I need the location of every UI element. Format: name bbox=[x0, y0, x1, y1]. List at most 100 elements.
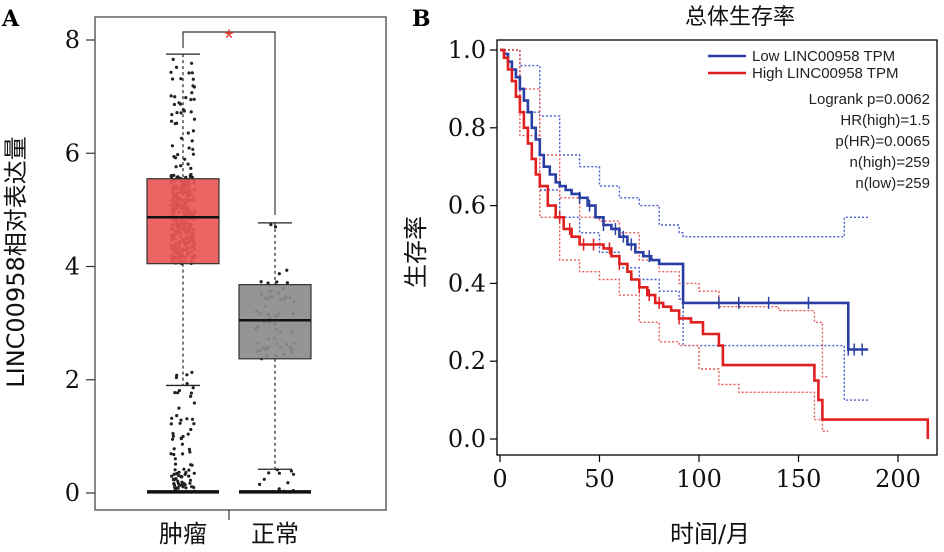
stat-line: n(low)=259 bbox=[855, 175, 930, 192]
data-point bbox=[187, 474, 191, 478]
data-point bbox=[177, 389, 181, 393]
data-point bbox=[184, 96, 188, 100]
data-point bbox=[191, 77, 195, 81]
data-point bbox=[171, 57, 175, 62]
significance-bracket: * bbox=[182, 25, 276, 215]
data-point bbox=[185, 373, 189, 377]
data-point bbox=[188, 174, 192, 178]
data-point bbox=[175, 111, 179, 115]
data-point bbox=[172, 477, 176, 481]
data-point bbox=[189, 166, 193, 170]
data-point bbox=[190, 61, 194, 65]
data-point bbox=[174, 65, 179, 69]
data-point bbox=[180, 442, 184, 446]
y-tick-label: 0.8 bbox=[448, 114, 486, 142]
data-point bbox=[183, 157, 187, 161]
significance-star: * bbox=[224, 25, 233, 52]
data-point bbox=[169, 70, 173, 74]
data-point bbox=[173, 457, 177, 461]
data-point bbox=[190, 463, 194, 467]
y-tick-label: 8 bbox=[65, 26, 80, 54]
data-point bbox=[177, 406, 181, 410]
box-normal bbox=[238, 284, 312, 360]
legend-label: Low LINC00958 TPM bbox=[752, 48, 895, 65]
data-point bbox=[179, 418, 183, 422]
data-point bbox=[191, 386, 195, 390]
data-point bbox=[189, 427, 193, 432]
data-point bbox=[269, 223, 273, 227]
data-point bbox=[191, 84, 195, 88]
data-point bbox=[169, 422, 173, 426]
data-point bbox=[179, 77, 183, 81]
data-point bbox=[190, 91, 194, 95]
data-point bbox=[189, 110, 193, 114]
data-point bbox=[175, 414, 179, 418]
data-point bbox=[186, 162, 190, 166]
data-point bbox=[259, 280, 263, 284]
data-point bbox=[191, 129, 195, 133]
data-point bbox=[187, 71, 191, 75]
data-point bbox=[191, 152, 195, 156]
data-point bbox=[176, 479, 180, 483]
y-tick-label: 0.2 bbox=[448, 347, 486, 375]
bracket-line bbox=[182, 31, 276, 215]
data-point bbox=[176, 391, 180, 395]
data-point bbox=[192, 97, 196, 101]
data-point bbox=[174, 165, 178, 169]
panel-a-letter: A bbox=[1, 6, 20, 32]
data-point bbox=[258, 482, 262, 486]
data-point bbox=[171, 431, 175, 436]
data-point bbox=[169, 119, 174, 123]
data-point bbox=[277, 471, 281, 475]
category-label: 正常 bbox=[251, 520, 299, 548]
data-point bbox=[277, 487, 281, 491]
x-tick-label: 150 bbox=[776, 465, 822, 493]
panel-b-axes: 0.0 0.2 0.4 0.6 0.8 1.0 0 50 100 150 200 bbox=[448, 36, 921, 493]
panel-a-frame bbox=[94, 16, 387, 511]
panel-b-censor-marks bbox=[558, 191, 863, 356]
data-point bbox=[188, 478, 193, 482]
stat-line: n(high)=259 bbox=[850, 154, 930, 171]
data-point bbox=[173, 122, 177, 126]
data-point bbox=[179, 436, 183, 440]
data-point bbox=[169, 452, 173, 456]
data-point bbox=[172, 452, 176, 457]
y-tick-label: 0.0 bbox=[448, 425, 486, 453]
data-point bbox=[184, 486, 188, 490]
y-tick-label: 2 bbox=[65, 366, 80, 394]
ci-upper bbox=[500, 49, 869, 238]
y-tick-label: 4 bbox=[65, 253, 80, 281]
data-point bbox=[176, 473, 180, 477]
category-label: 肿瘤 bbox=[159, 520, 207, 548]
panel-b-letter: B bbox=[412, 6, 431, 32]
data-point bbox=[189, 98, 193, 102]
data-point bbox=[176, 482, 181, 486]
data-point bbox=[189, 394, 193, 398]
panel-a-yaxis: 0 2 4 6 8 bbox=[65, 26, 95, 507]
data-point bbox=[178, 421, 182, 425]
data-point bbox=[176, 153, 180, 157]
y-tick-label: 0.4 bbox=[448, 269, 486, 297]
km-title: 总体生存率 bbox=[685, 5, 795, 30]
ci-lower bbox=[500, 49, 869, 401]
stat-line: Logrank p=0.0062 bbox=[809, 91, 930, 108]
panel-a-boxes bbox=[146, 53, 312, 494]
data-point bbox=[188, 481, 192, 485]
data-point bbox=[179, 136, 184, 140]
data-point bbox=[172, 483, 177, 487]
data-point bbox=[291, 472, 296, 476]
data-point bbox=[266, 281, 270, 285]
data-point bbox=[262, 477, 266, 481]
ci-lower bbox=[500, 49, 829, 432]
data-point bbox=[185, 417, 189, 421]
data-point bbox=[182, 467, 186, 471]
data-point bbox=[169, 94, 173, 98]
data-point bbox=[181, 485, 185, 489]
data-point bbox=[171, 434, 175, 438]
data-point bbox=[273, 225, 278, 229]
data-point bbox=[190, 485, 194, 489]
data-point bbox=[172, 102, 176, 107]
data-point bbox=[170, 416, 174, 420]
